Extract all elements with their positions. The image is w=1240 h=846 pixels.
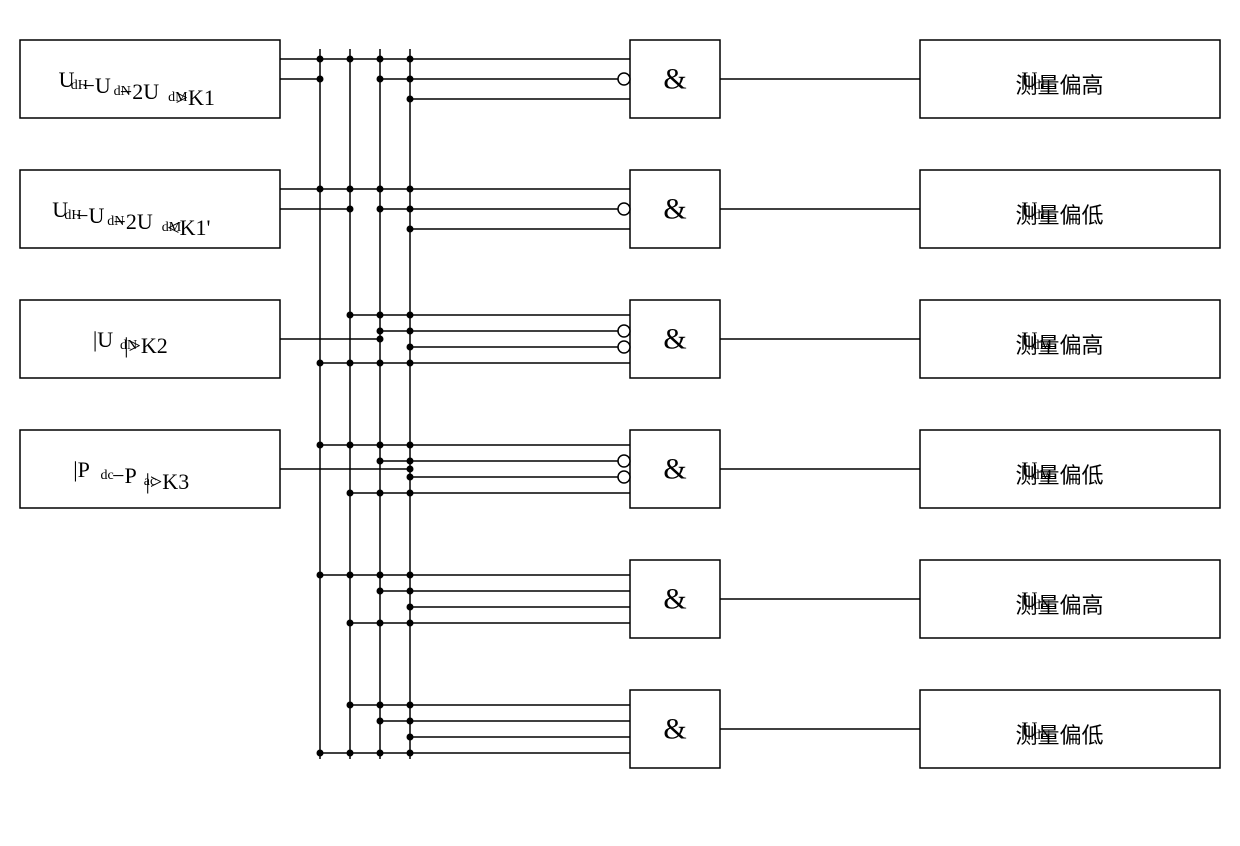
and-symbol: & xyxy=(663,193,686,226)
negation-bubble xyxy=(618,73,630,85)
and-symbol: & xyxy=(663,583,686,616)
negation-bubble xyxy=(618,341,630,353)
negation-bubble xyxy=(618,203,630,215)
negation-bubble xyxy=(618,325,630,337)
negation-bubble xyxy=(618,471,630,483)
logic-diagram: UdH−UdN−2UdM>K1UdH−UdN−2UdM<K1'|UdN|>K2|… xyxy=(0,0,1240,846)
negation-bubble xyxy=(618,455,630,467)
and-symbol: & xyxy=(663,713,686,746)
and-symbol: & xyxy=(663,63,686,96)
and-symbol: & xyxy=(663,453,686,486)
and-symbol: & xyxy=(663,323,686,356)
